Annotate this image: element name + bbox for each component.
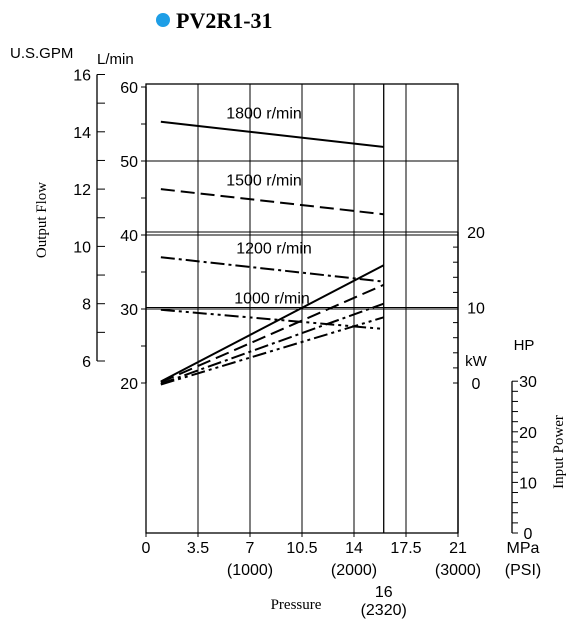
flow-line-1200 [160, 256, 384, 283]
gpm-tick-label: 10 [73, 239, 91, 256]
power-line [160, 283, 385, 384]
lmin-tick-label: 40 [120, 228, 138, 245]
mpa-tick-label: 0 [142, 540, 151, 557]
gpm-tick-label: 6 [82, 354, 91, 371]
lmin-tick-label: 30 [120, 302, 138, 319]
input-power-label: Input Power [551, 415, 567, 489]
output-flow-label: Output Flow [34, 182, 50, 258]
psi-tick-label: (1000) [227, 562, 273, 579]
power-series [160, 264, 385, 386]
gpm-tick-label: 8 [82, 297, 91, 314]
max-pressure-mpa-label: 16 [375, 584, 393, 601]
flow-series: 1800 r/min 1500 r/min 1200 r/min 1000 r/min [160, 105, 384, 330]
psi-tick-label: (3000) [435, 562, 481, 579]
pressure-label: Pressure [271, 597, 322, 613]
hp-tick-label: 20 [519, 425, 537, 442]
hp-tick-label: 0 [524, 526, 533, 543]
mpa-tick-label: 7 [246, 540, 255, 557]
hp-tick-label: 10 [519, 475, 537, 492]
flow-line-label: 1800 r/min [226, 105, 302, 122]
kw-tick-label: 20 [467, 225, 485, 242]
power-axis: 0 10 20 0 10 20 30 [453, 225, 537, 543]
lmin-tick-label: 50 [120, 154, 138, 171]
mpa-tick-label: 14 [345, 540, 363, 557]
flow-line-1000 [160, 308, 384, 330]
lmin-tick-label: 60 [120, 80, 138, 97]
flow-line-label: 1000 r/min [234, 290, 310, 307]
flow-line-label: 1500 r/min [226, 173, 302, 190]
flow-line-label: 1200 r/min [236, 240, 312, 257]
mpa-tick-label: 10.5 [286, 540, 317, 557]
power-line [160, 316, 385, 386]
gpm-tick-label: 14 [73, 125, 91, 142]
flow-axis: 20 30 40 50 60 6 8 10 12 14 16 [73, 68, 147, 393]
power-line [160, 302, 385, 385]
lmin-unit-label: L/min [97, 51, 134, 68]
mpa-unit-label: MPa [507, 540, 540, 557]
psi-unit-label: (PSI) [505, 562, 541, 579]
gpm-tick-label: 16 [73, 68, 91, 85]
lmin-tick-label: 20 [120, 376, 138, 393]
title-bullet-icon [156, 13, 170, 27]
flow-line-1800 [160, 120, 384, 148]
kw-tick-label: 0 [472, 376, 481, 393]
hp-tick-label: 30 [519, 374, 537, 391]
flow-line-1500 [160, 188, 384, 216]
gpm-unit-label: U.S.GPM [10, 45, 73, 62]
mpa-tick-label: 17.5 [390, 540, 421, 557]
mpa-tick-label: 21 [449, 540, 467, 557]
gpm-tick-label: 12 [73, 182, 91, 199]
kw-tick-label: 10 [467, 301, 485, 318]
power-line [160, 264, 385, 383]
mpa-tick-label: 3.5 [187, 540, 209, 557]
psi-tick-label: (2000) [331, 562, 377, 579]
pressure-axis: 0 3.5 7 10.5 14 17.5 21 (1000) (2000) (3000) 16(23… [142, 533, 481, 619]
kw-unit-label: kW [465, 353, 488, 370]
max-pressure-psi-label: (2320) [361, 602, 407, 619]
hp-unit-label: HP [514, 337, 535, 354]
chart-title: PV2R1-31 [176, 8, 273, 33]
